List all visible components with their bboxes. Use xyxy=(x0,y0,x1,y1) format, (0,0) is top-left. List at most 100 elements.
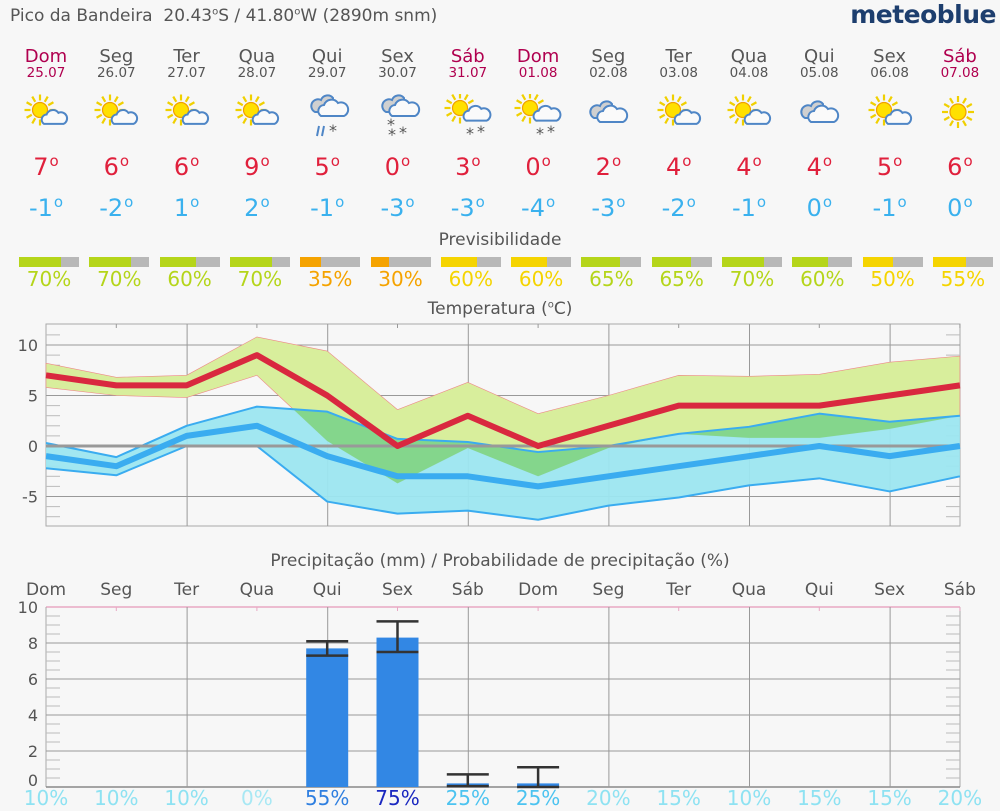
svg-text:0: 0 xyxy=(28,771,38,790)
predictability-bar-fill xyxy=(19,257,61,267)
max-temperature: 5o xyxy=(876,152,903,181)
svg-text:*: * xyxy=(547,122,555,141)
min-temperature: 0o xyxy=(947,193,973,222)
sun-cloud-snow-icon: * * xyxy=(514,94,562,142)
precip-day-name: Qua xyxy=(239,580,275,600)
temperature-chart-svg: 10 5 0 -5 xyxy=(18,323,961,527)
min-temperature: -4o xyxy=(521,193,556,222)
day-date: 03.08 xyxy=(659,65,699,81)
predictability-bar-fill xyxy=(440,257,477,267)
precip-day-name: Ter xyxy=(174,580,200,600)
min-temperature: -1o xyxy=(731,193,767,222)
weather-icon xyxy=(11,94,81,138)
svg-text:-5: -5 xyxy=(22,488,38,507)
predictability-bar-fill xyxy=(862,257,893,267)
max-temperature: 9o xyxy=(244,152,270,181)
min-temperature: 0o xyxy=(806,193,833,222)
svg-text:*: * xyxy=(329,121,337,140)
precip-probability: 15% xyxy=(797,786,842,810)
svg-text:*: * xyxy=(388,125,396,142)
day-name: Ter xyxy=(665,46,692,67)
predictability-bar-fill xyxy=(792,257,829,267)
weather-icon xyxy=(81,94,151,138)
min-temperature: -3o xyxy=(591,193,626,222)
svg-text:*: * xyxy=(399,123,407,142)
precip-day-name: Qui xyxy=(312,580,342,600)
day-date: 27.07 xyxy=(167,65,206,81)
day-name: Qua xyxy=(238,46,276,67)
predictability-bar xyxy=(229,257,290,267)
day-date: 02.08 xyxy=(589,65,628,81)
predictability-bar xyxy=(932,257,993,267)
precip-bar xyxy=(306,648,349,787)
precip-day-name: Seg xyxy=(592,580,625,600)
predictability-percent: 70% xyxy=(729,267,775,291)
day-date: 25.07 xyxy=(26,65,66,81)
max-temperature: 5o xyxy=(314,152,340,181)
precip-probability: 25% xyxy=(515,786,561,810)
meteoblue-logo[interactable]: meteoblue xyxy=(850,0,996,29)
predictability-percent: 70% xyxy=(237,267,283,291)
predictability-percent: 55% xyxy=(940,267,986,291)
svg-text:6: 6 xyxy=(28,670,38,689)
sun-cloud-icon xyxy=(235,94,279,126)
day-date: 01.08 xyxy=(518,65,558,81)
max-temperature: 4o xyxy=(806,152,833,181)
max-temperature: 6o xyxy=(173,152,200,181)
min-temperature: -1o xyxy=(872,193,907,222)
weather-icon xyxy=(714,94,784,138)
precip-probability: 20% xyxy=(937,786,983,810)
weather-icon xyxy=(855,94,925,138)
precip-probability: 55% xyxy=(304,786,350,810)
weather-icon: * * xyxy=(433,94,503,142)
predictability-bar-fill xyxy=(651,257,691,267)
min-temperature: -1o xyxy=(28,193,64,222)
predictability-percent: 70% xyxy=(97,267,142,291)
min-temperature: -3o xyxy=(380,193,415,222)
cloud-sleet-icon: * xyxy=(310,94,350,140)
predictability-percent: 30% xyxy=(378,267,423,291)
sun-icon xyxy=(941,96,974,128)
precip-probability: 25% xyxy=(445,786,491,810)
predictability-bar-fill xyxy=(89,257,132,267)
predictability-bar xyxy=(159,257,220,267)
svg-text:5: 5 xyxy=(28,387,38,406)
temperature-title: Temperatura (oC) xyxy=(427,299,573,319)
max-temperature: 6o xyxy=(103,152,130,181)
day-date: 31.07 xyxy=(448,65,488,81)
cloudy-icon xyxy=(800,100,840,123)
predictability-bar-fill xyxy=(370,257,389,267)
predictability-bar-fill xyxy=(722,257,764,267)
precip-probability: 0% xyxy=(241,786,273,810)
predictability-bar-fill xyxy=(932,257,966,267)
max-temperature: 7o xyxy=(33,152,59,181)
precip-day-name: Dom xyxy=(25,580,67,600)
precip-probability: 10% xyxy=(164,786,209,810)
min-temperature: 1o xyxy=(173,193,200,222)
day-name: Dom xyxy=(516,46,560,67)
predictability-bar-fill xyxy=(159,257,196,267)
day-date: 29.07 xyxy=(307,65,347,81)
predictability-percent: 65% xyxy=(659,267,704,291)
predictability-bar xyxy=(440,257,501,267)
weather-icon xyxy=(152,94,222,138)
predictability-bar-fill xyxy=(511,257,548,267)
cloud-snow-icon: ** * xyxy=(380,94,420,142)
sun-cloud-icon xyxy=(24,94,69,126)
day-date: 07.08 xyxy=(940,65,980,81)
svg-text:*: * xyxy=(387,115,395,134)
predictability-bar-fill xyxy=(581,257,621,267)
sun-cloud-icon xyxy=(657,94,701,126)
svg-text:8: 8 xyxy=(28,634,38,653)
predictability-bar xyxy=(89,257,150,267)
max-temperature: 2o xyxy=(595,152,622,181)
day-name: Ter xyxy=(173,46,200,67)
precip-title: Precipitação (mm) / Probabilidade de pre… xyxy=(270,551,730,571)
predictability-percent: 65% xyxy=(589,267,634,291)
day-name: Dom xyxy=(24,46,68,67)
svg-text:*: * xyxy=(536,124,544,142)
day-name: Seg xyxy=(591,46,626,67)
precip-day-name: Dom xyxy=(518,580,559,600)
precip-probability: 15% xyxy=(867,786,912,810)
